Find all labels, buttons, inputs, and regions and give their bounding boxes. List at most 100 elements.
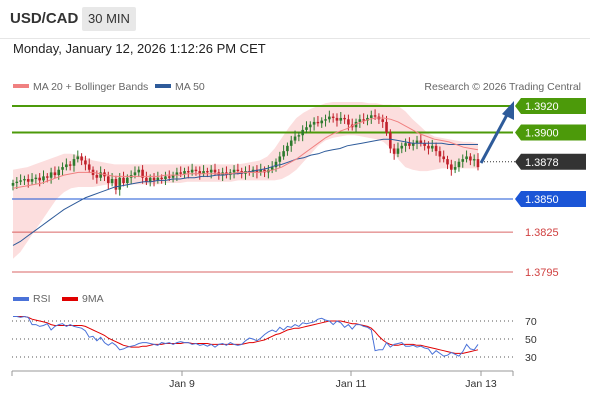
candle-body (469, 156, 472, 161)
ma9-legend-swatch (62, 297, 78, 301)
candle-body (38, 177, 41, 181)
candle-body (187, 171, 190, 173)
candle-body (164, 176, 167, 180)
candle-body (87, 164, 91, 170)
candle-body (347, 119, 350, 125)
candle-body (145, 177, 148, 182)
datetime-label: Monday, January 12, 2026 1:12:26 PM CET (13, 41, 266, 56)
candle-body (335, 117, 339, 121)
rsi-tick-50: 50 (525, 334, 537, 346)
candle-body (126, 177, 129, 184)
level-1-3878-tag (515, 153, 586, 170)
candle-body (320, 120, 324, 124)
candle-body (99, 172, 102, 178)
candle-body (42, 176, 45, 181)
rsi-tick-70: 70 (525, 316, 537, 328)
candle-body (137, 169, 141, 173)
level-1-3795-label: 1.3795 (525, 267, 559, 279)
candle-body (194, 169, 198, 172)
candle-body (446, 159, 449, 165)
rsi-line (13, 315, 479, 357)
candle-body (461, 159, 465, 162)
candle-body (450, 164, 453, 170)
candle-body (84, 160, 87, 165)
candle-body (148, 177, 152, 182)
level-1-3920-tag (515, 98, 586, 114)
ma50-legend-label: MA 50 (175, 81, 205, 93)
candle-body (95, 175, 99, 178)
candle-body (236, 169, 240, 172)
candle-body (80, 156, 83, 161)
candle-body (30, 179, 34, 182)
candle-body (312, 121, 316, 125)
candle-body (362, 119, 365, 121)
candle-body (316, 121, 320, 124)
projection-arrow (479, 101, 514, 164)
candle-body (411, 143, 415, 146)
bollinger-band (13, 102, 478, 259)
candle-body (472, 159, 476, 161)
level-1-3825-label: 1.3825 (525, 227, 559, 239)
candle-body (152, 177, 156, 181)
candle-body (373, 115, 377, 117)
candle-body (339, 117, 343, 121)
candle-body (65, 164, 68, 168)
candle-body (232, 169, 236, 173)
candle-body (206, 171, 209, 173)
candle-body (453, 167, 457, 170)
level-1-3920-label: 1.3920 (525, 101, 559, 113)
ma9-legend-label: 9MA (82, 293, 104, 305)
candle-body (209, 169, 213, 173)
candle-body (61, 167, 64, 170)
x-tick-label: Jan 9 (169, 378, 195, 390)
candle-body (308, 124, 312, 128)
candle-body (385, 121, 388, 133)
candle-body (133, 172, 137, 176)
candle-body (11, 183, 15, 186)
chart-header: USD/CAD 30 MIN (0, 0, 590, 39)
candle-body (160, 177, 163, 180)
candle-body (476, 159, 480, 168)
candle-body (282, 151, 285, 157)
candle-body (57, 169, 61, 176)
candle-body (141, 169, 144, 178)
candle-body (465, 156, 468, 160)
candle-body (442, 156, 445, 160)
rsi-legend: RSI 9MA (13, 293, 104, 305)
level-1-3900-tag (515, 124, 586, 141)
level-1-3878-label: 1.3878 (525, 157, 559, 169)
candle-body (26, 179, 30, 182)
candle-body (366, 117, 369, 121)
rsi-legend-label: RSI (33, 293, 51, 305)
copyright-label: Research © 2026 Trading Central (424, 81, 581, 93)
candle-body (324, 119, 327, 121)
candle-body (430, 145, 434, 149)
candle-body (369, 115, 373, 118)
candle-body (255, 169, 259, 173)
candle-body (400, 145, 404, 149)
candle-body (423, 143, 426, 146)
candle-body (274, 161, 278, 168)
rsi-tick-30: 30 (525, 352, 537, 364)
candle-body (270, 167, 274, 170)
candle-body (23, 179, 26, 181)
candle-body (358, 119, 362, 122)
candle-body (34, 177, 38, 180)
ma20-legend-swatch (13, 84, 29, 88)
candle-body (343, 117, 346, 120)
candle-body (72, 159, 76, 166)
candle-body (122, 177, 125, 184)
candle-body (286, 145, 289, 152)
timeframe-button[interactable]: 30 MIN (82, 7, 136, 31)
candle-body (328, 116, 331, 120)
projection-arrow-head (502, 101, 514, 120)
ma50-legend-swatch (155, 84, 171, 88)
ma20-legend-label: MA 20 + Bollinger Bands (33, 81, 148, 93)
candle-body (354, 121, 358, 128)
rsi-ma9-line (13, 316, 479, 354)
candle-body (293, 136, 297, 141)
projection-arrow-shaft (479, 112, 510, 164)
candle-body (171, 175, 175, 178)
candle-body (389, 132, 392, 149)
